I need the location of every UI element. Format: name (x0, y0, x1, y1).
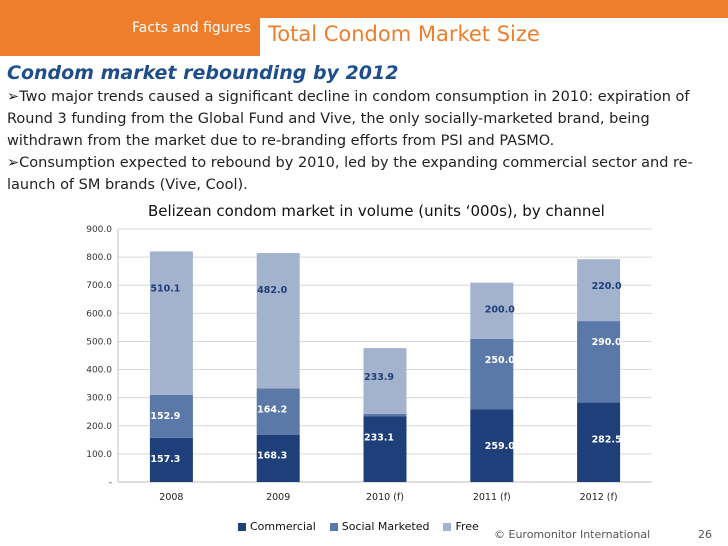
bullet-item: ➢Consumption expected to rebound by 2010… (7, 155, 693, 193)
y-tick-label: 300.0 (86, 394, 112, 404)
legend-label: Social Marketed (341, 520, 430, 533)
page-number: 26 (698, 528, 712, 541)
data-label: 233.9 (364, 372, 394, 383)
data-label: 200.0 (485, 305, 515, 316)
data-label: 282.5 (592, 435, 622, 446)
bar-commercial (149, 437, 193, 482)
data-label: 510.1 (150, 283, 180, 294)
x-tick-label: 2011 (f) (473, 492, 511, 503)
bar-social-marketed (363, 413, 407, 417)
bar-social-marketed (470, 338, 514, 410)
bullet-item: ➢Two major trends caused a significant d… (7, 89, 690, 149)
y-tick-label: - (109, 478, 112, 488)
bar-free (470, 282, 514, 339)
chart-title: Belizean condom market in volume (units … (148, 202, 605, 220)
bar-commercial (363, 416, 407, 482)
y-tick-label: 400.0 (86, 366, 112, 376)
y-tick-label: 100.0 (86, 450, 112, 460)
data-label: 168.3 (257, 451, 287, 462)
data-label: 250.0 (485, 355, 515, 366)
data-label: 220.0 (592, 281, 622, 292)
x-tick-label: 2008 (159, 492, 183, 503)
bar-free (363, 348, 407, 414)
legend-item-free: Free (443, 520, 479, 533)
legend-item-social-marketed: Social Marketed (329, 520, 430, 533)
bar-commercial (256, 434, 300, 482)
x-tick-label: 2010 (f) (366, 492, 404, 503)
bar-social-marketed (256, 388, 300, 435)
data-label: 482.0 (257, 285, 287, 296)
data-label: 290.0 (592, 337, 622, 348)
header-bar: Facts and figures Total Condom Market Si… (0, 0, 728, 56)
page-title: Total Condom Market Size (268, 22, 540, 46)
data-label: 9.2 (371, 418, 388, 429)
bar-commercial (577, 402, 621, 482)
bar-social-marketed (149, 394, 193, 438)
legend-label: Free (455, 520, 479, 533)
legend-label: Commercial (250, 520, 316, 533)
data-label: 233.1 (364, 432, 394, 443)
y-tick-label: 800.0 (86, 253, 112, 263)
y-tick-label: 200.0 (86, 422, 112, 432)
y-tick-label: 700.0 (86, 281, 112, 291)
data-label: 157.3 (150, 454, 180, 465)
data-label: 259.0 (485, 441, 515, 452)
title-box: Total Condom Market Size (260, 18, 728, 56)
bar-social-marketed (577, 321, 621, 403)
chart-legend: Commercial Social Marketed Free (238, 520, 479, 533)
slide-subtitle: Condom market rebounding by 2012 (7, 62, 399, 84)
bar-free (149, 251, 193, 395)
bullet-list: ➢Two major trends caused a significant d… (7, 86, 707, 196)
y-tick-label: 600.0 (86, 309, 112, 319)
footer-brand: © Euromonitor International (494, 528, 651, 541)
x-tick-label: 2012 (f) (580, 492, 618, 503)
y-tick-label: 500.0 (86, 337, 112, 347)
legend-item-commercial: Commercial (238, 520, 316, 533)
legend-swatch (329, 522, 338, 531)
section-label: Facts and figures (132, 20, 251, 36)
x-tick-label: 2009 (266, 492, 290, 503)
legend-swatch (238, 522, 246, 531)
data-label: 152.9 (150, 411, 180, 422)
bar-free (577, 259, 621, 322)
legend-swatch (443, 522, 452, 531)
bar-free (256, 253, 300, 389)
bar-commercial (470, 409, 514, 482)
y-tick-label: 900.0 (86, 225, 112, 235)
data-label: 164.2 (257, 405, 287, 416)
